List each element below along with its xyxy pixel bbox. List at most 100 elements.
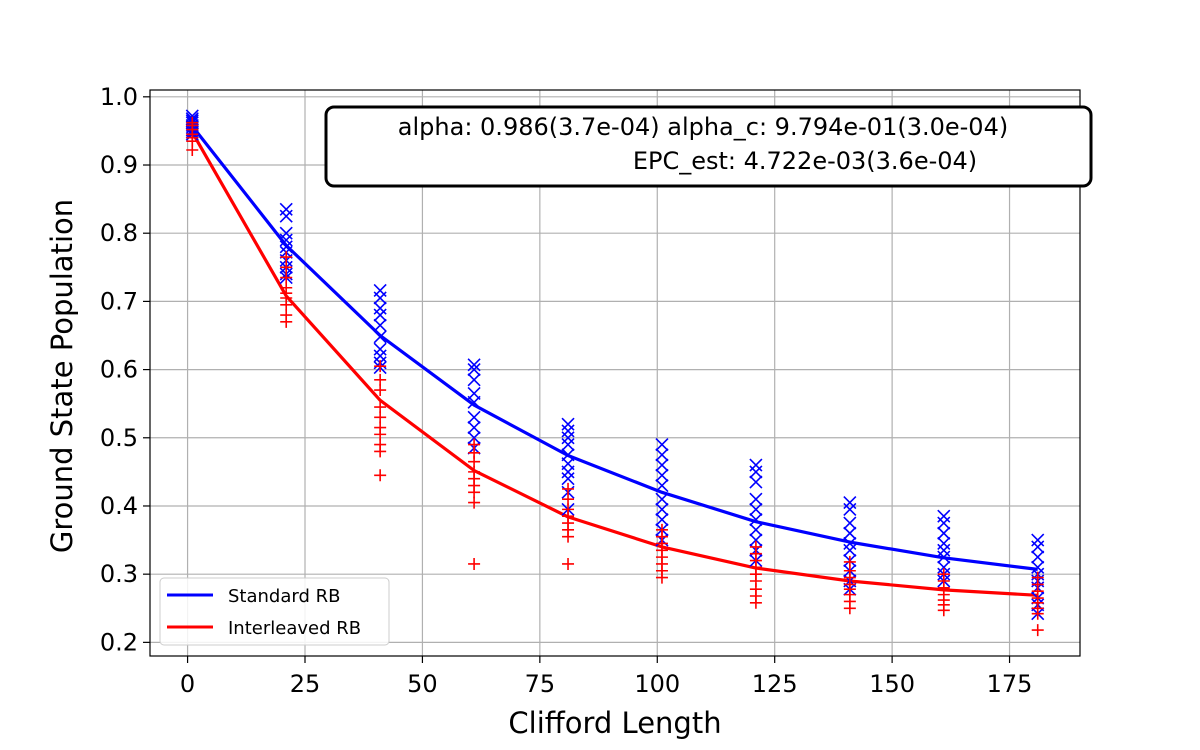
x-tick-label: 125 <box>752 670 798 698</box>
standard-rb-point <box>373 342 387 356</box>
standard-rb-point <box>749 513 763 527</box>
y-tick-label: 0.9 <box>100 151 138 179</box>
standard-rb-point <box>843 526 857 540</box>
interleaved-rb-fit-line <box>190 131 1038 597</box>
y-axis-label: Ground State Population <box>45 199 79 553</box>
interleaved-rb-point <box>655 571 668 584</box>
standard-rb-fit-line <box>191 125 1038 571</box>
x-tick-label: 0 <box>180 670 195 698</box>
standard-rb-point <box>937 516 951 530</box>
data-markers <box>185 109 1045 637</box>
standard-rb-point <box>655 468 669 482</box>
standard-rb-point <box>279 209 293 223</box>
interleaved-rb-point <box>843 602 856 615</box>
plot-frame <box>149 89 1081 657</box>
interleaved-rb-point <box>280 298 293 311</box>
standard-rb-point <box>373 291 387 305</box>
interleaved-rb-point <box>1031 607 1044 620</box>
standard-rb-point <box>467 363 481 377</box>
standard-rb-point <box>279 233 293 247</box>
standard-rb-point <box>843 496 857 510</box>
standard-rb-point <box>655 513 669 527</box>
interleaved-rb-point <box>374 373 387 386</box>
standard-rb-point <box>1031 550 1045 564</box>
interleaved-rb-point <box>468 455 481 468</box>
standard-rb-point <box>279 226 293 240</box>
x-tick-label: 75 <box>525 670 556 698</box>
y-tick-label: 0.7 <box>100 287 138 315</box>
interleaved-rb-point <box>468 486 481 499</box>
standard-rb-point <box>937 526 951 540</box>
interleaved-rb-point <box>280 251 293 264</box>
standard-rb-point <box>749 475 763 489</box>
interleaved-rb-point <box>374 445 387 458</box>
standard-rb-point <box>937 550 951 564</box>
standard-rb-point <box>843 502 857 516</box>
y-tick-label: 0.8 <box>100 219 138 247</box>
standard-rb-point <box>937 560 951 574</box>
annotation-line-1: alpha: 0.986(3.7e-04) alpha_c: 9.794e-01… <box>398 113 1008 141</box>
standard-rb-point <box>467 431 481 445</box>
standard-rb-point <box>1031 540 1045 554</box>
x-tick-label: 175 <box>987 670 1033 698</box>
standard-rb-point <box>843 536 857 551</box>
standard-rb-point <box>655 438 669 452</box>
standard-rb-point <box>561 465 575 479</box>
x-tick-label: 100 <box>634 670 680 698</box>
standard-rb-point <box>1031 560 1045 574</box>
standard-rb-point <box>843 516 857 530</box>
standard-rb-point <box>937 509 951 523</box>
standard-rb-point <box>373 308 387 322</box>
standard-rb-point <box>561 417 575 431</box>
standard-rb-point <box>373 318 387 332</box>
standard-rb-point <box>279 202 293 216</box>
standard-rb-point <box>561 472 575 486</box>
interleaved-rb-point <box>937 604 950 617</box>
interleaved-rb-point <box>374 384 387 397</box>
standard-rb-point <box>655 478 669 493</box>
y-tick-label: 0.2 <box>100 628 138 656</box>
standard-rb-point <box>749 465 763 479</box>
standard-rb-point <box>655 458 669 472</box>
standard-rb-point <box>749 492 763 506</box>
interleaved-rb-point <box>186 144 199 157</box>
standard-rb-point <box>937 536 951 551</box>
interleaved-rb-point <box>374 428 387 441</box>
legend-label-interleaved-rb: Interleaved RB <box>228 618 361 639</box>
interleaved-rb-point <box>562 557 575 570</box>
x-tick-label: 50 <box>407 670 438 698</box>
standard-rb-point <box>467 420 481 435</box>
legend: Standard RB Interleaved RB <box>159 577 390 646</box>
standard-rb-point <box>185 109 199 123</box>
y-tick-label: 0.4 <box>100 492 138 520</box>
standard-rb-point <box>561 424 575 438</box>
standard-rb-point <box>373 349 387 363</box>
standard-rb-point <box>749 533 763 547</box>
standard-rb-point <box>561 431 575 445</box>
interleaved-rb-point <box>468 496 481 509</box>
standard-rb-point <box>843 543 857 557</box>
standard-rb-point <box>561 438 575 452</box>
x-tick-label: 25 <box>290 670 321 698</box>
standard-rb-point <box>937 543 951 557</box>
standard-rb-point <box>373 330 387 344</box>
y-tick-label: 1.0 <box>100 83 138 111</box>
interleaved-rb-point <box>374 469 387 482</box>
annotation-line-2: EPC_est: 4.722e-03(3.6e-04) <box>633 147 977 175</box>
y-tick-label: 0.6 <box>100 356 138 384</box>
legend-label-standard-rb: Standard RB <box>228 586 340 607</box>
interleaved-rb-point <box>374 360 387 373</box>
interleaved-rb-point <box>749 596 762 609</box>
standard-rb-point <box>749 523 763 537</box>
x-axis-label: Clifford Length <box>508 706 721 740</box>
standard-rb-point <box>467 395 481 409</box>
standard-rb-point <box>373 301 387 315</box>
interleaved-rb-point <box>562 482 575 495</box>
standard-rb-point <box>279 240 293 254</box>
interleaved-rb-point <box>280 315 293 328</box>
interleaved-rb-point <box>562 493 575 506</box>
standard-rb-point <box>655 448 669 462</box>
standard-rb-point <box>749 502 763 516</box>
interleaved-rb-point <box>1031 624 1044 637</box>
